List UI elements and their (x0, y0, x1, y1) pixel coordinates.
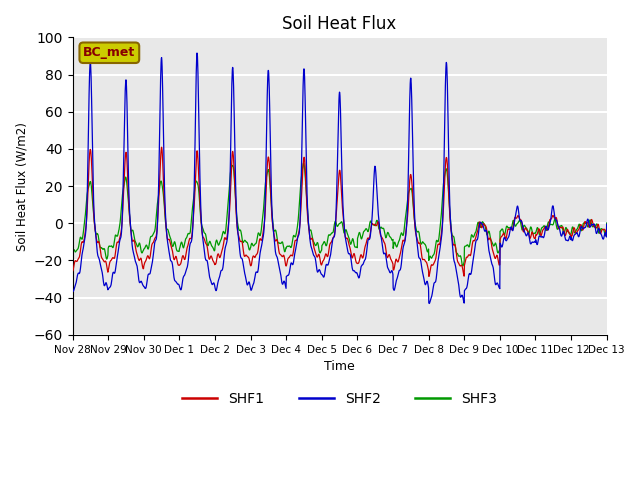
Title: Soil Heat Flux: Soil Heat Flux (282, 15, 397, 33)
SHF2 (426, 300, 433, 306)
Line: SHF1: SHF1 (72, 147, 607, 276)
Line: SHF3: SHF3 (72, 163, 607, 266)
SHF1 (68, 268, 76, 274)
Text: BC_met: BC_met (83, 46, 136, 59)
SHF2 (193, 50, 201, 56)
Line: SHF2: SHF2 (72, 53, 607, 303)
Legend: SHF1, SHF2, SHF3: SHF1, SHF2, SHF3 (177, 386, 502, 411)
SHF1 (425, 274, 433, 279)
SHF2 (355, 275, 363, 281)
SHF1 (367, 228, 374, 233)
SHF2 (571, 232, 579, 238)
SHF3 (218, 236, 225, 241)
SHF1 (355, 259, 363, 265)
SHF1 (157, 144, 165, 150)
SHF2 (495, 285, 503, 290)
SHF3 (556, 224, 564, 229)
SHF3 (355, 230, 363, 236)
Y-axis label: Soil Heat Flux (W/m2): Soil Heat Flux (W/m2) (15, 121, 28, 251)
SHF2 (68, 288, 76, 294)
SHF3 (495, 248, 503, 254)
SHF2 (556, 228, 564, 233)
SHF2 (367, 230, 374, 236)
SHF3 (571, 230, 579, 236)
SHF1 (571, 227, 579, 232)
SHF3 (459, 263, 467, 269)
SHF1 (218, 249, 225, 254)
SHF3 (367, 218, 374, 224)
SHF2 (603, 221, 611, 227)
SHF1 (603, 225, 611, 230)
SHF1 (495, 262, 503, 268)
SHF3 (603, 220, 611, 226)
SHF1 (556, 224, 564, 230)
SHF3 (300, 160, 307, 166)
SHF3 (68, 252, 76, 258)
SHF2 (218, 267, 225, 273)
X-axis label: Time: Time (324, 360, 355, 373)
